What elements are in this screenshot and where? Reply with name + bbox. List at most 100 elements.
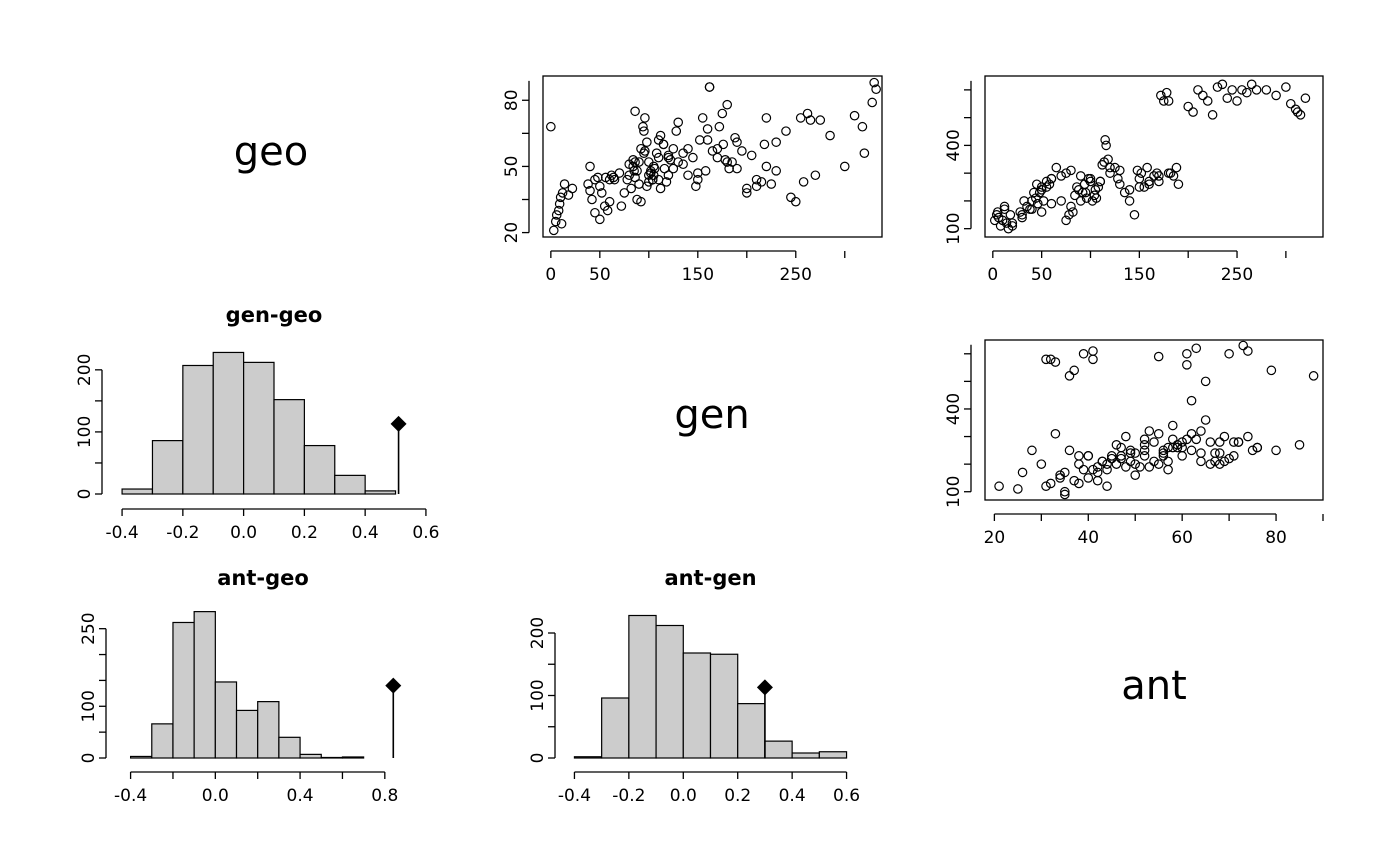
data-point [1247, 445, 1258, 456]
y-tick-label: 250 [79, 612, 99, 644]
data-point [1017, 467, 1028, 478]
panel-diag_gen: gen [674, 392, 749, 438]
data-point [1149, 456, 1159, 467]
data-point [1106, 451, 1117, 461]
data-point [1222, 93, 1233, 104]
data-point [730, 132, 740, 143]
diagonal-label: ant [1121, 663, 1187, 709]
data-point [1085, 176, 1096, 187]
histogram-bar [121, 488, 154, 495]
data-point [1144, 176, 1154, 187]
data-point [1196, 456, 1206, 467]
histogram-bar [818, 751, 848, 759]
x-tick-label: 40 [1077, 528, 1099, 548]
diagonal-label: gen [674, 392, 749, 438]
data-point [1055, 473, 1065, 483]
data-point [1036, 207, 1047, 217]
data-point [1027, 204, 1037, 215]
data-point [1017, 212, 1027, 223]
data-point [1233, 437, 1244, 447]
data-point [1154, 171, 1164, 181]
data-point [1036, 182, 1047, 192]
data-point [1167, 442, 1178, 453]
data-point [1124, 185, 1135, 195]
data-point [546, 121, 556, 132]
plot-frame [984, 75, 1324, 238]
data-point [1186, 395, 1197, 406]
data-point [587, 194, 597, 205]
data-point [786, 192, 796, 203]
data-point [1041, 354, 1051, 365]
x-tick-label: 0.6 [833, 786, 860, 806]
data-point [761, 113, 772, 123]
data-point [1200, 415, 1211, 425]
data-point [1242, 87, 1252, 98]
data-point [1069, 475, 1079, 486]
panel-scatter_geo_gen: 0 50 150 250 20 50 80 [502, 75, 883, 285]
data-point [1056, 196, 1066, 206]
histogram-bar [334, 474, 366, 495]
data-point [795, 113, 806, 123]
data-point [1125, 448, 1136, 458]
histogram-title: gen-geo [226, 303, 323, 327]
x-tick-label: 0.0 [202, 786, 229, 806]
data-point [1064, 371, 1075, 381]
x-tick-label: 150 [1123, 265, 1155, 285]
data-point [1193, 85, 1203, 95]
data-point [1285, 98, 1296, 109]
data-point [630, 106, 640, 117]
data-point [1074, 459, 1084, 469]
histogram-bar [151, 440, 184, 495]
data-point [1045, 354, 1056, 365]
data-point [632, 166, 642, 176]
data-point [1252, 442, 1263, 453]
data-point [636, 196, 646, 207]
data-point [732, 137, 742, 147]
data-point [1224, 453, 1234, 464]
histogram-bar [791, 752, 820, 759]
data-point [1182, 348, 1192, 359]
data-point [1214, 459, 1225, 469]
data-point [688, 152, 698, 163]
data-point [999, 201, 1010, 212]
data-point [746, 150, 757, 161]
x-tick-label: 0 [987, 265, 998, 285]
data-point [590, 207, 600, 218]
histogram-bar [601, 697, 630, 759]
data-point [771, 137, 781, 147]
x-tick-label: 0.4 [779, 786, 806, 806]
data-point [556, 218, 567, 229]
data-point [1158, 451, 1169, 461]
observed-marker [756, 679, 773, 696]
data-point [1156, 90, 1166, 101]
data-point [712, 152, 723, 163]
data-point [1271, 90, 1281, 101]
data-point [1046, 198, 1057, 209]
data-point [802, 108, 813, 119]
data-point [999, 204, 1010, 215]
data-point [647, 174, 658, 185]
data-point [790, 196, 801, 207]
data-point [1227, 85, 1237, 95]
data-point [741, 188, 752, 198]
data-point [640, 146, 650, 156]
histogram-bar [364, 490, 397, 495]
panel-scatter_gen_ant: 20 40 60 80 100 400 [944, 339, 1324, 548]
y-tick-label: 200 [75, 354, 95, 386]
data-point [1060, 486, 1070, 497]
data-point [1032, 198, 1043, 209]
histogram-bar [655, 624, 684, 759]
data-point [1142, 162, 1152, 173]
data-point [604, 196, 615, 207]
panel-hist_ant_geo: ant-geo -0.4 0.0 0.4 0.8 0 100 250 [79, 566, 402, 806]
data-point [1089, 190, 1100, 201]
data-point [1290, 104, 1301, 115]
data-point [798, 177, 809, 187]
data-point [1074, 451, 1084, 461]
data-point [693, 174, 703, 185]
data-point [720, 155, 731, 165]
data-point [619, 188, 630, 198]
x-tick-label: 50 [1031, 265, 1053, 285]
data-point [1106, 453, 1117, 464]
data-point [1055, 470, 1065, 480]
